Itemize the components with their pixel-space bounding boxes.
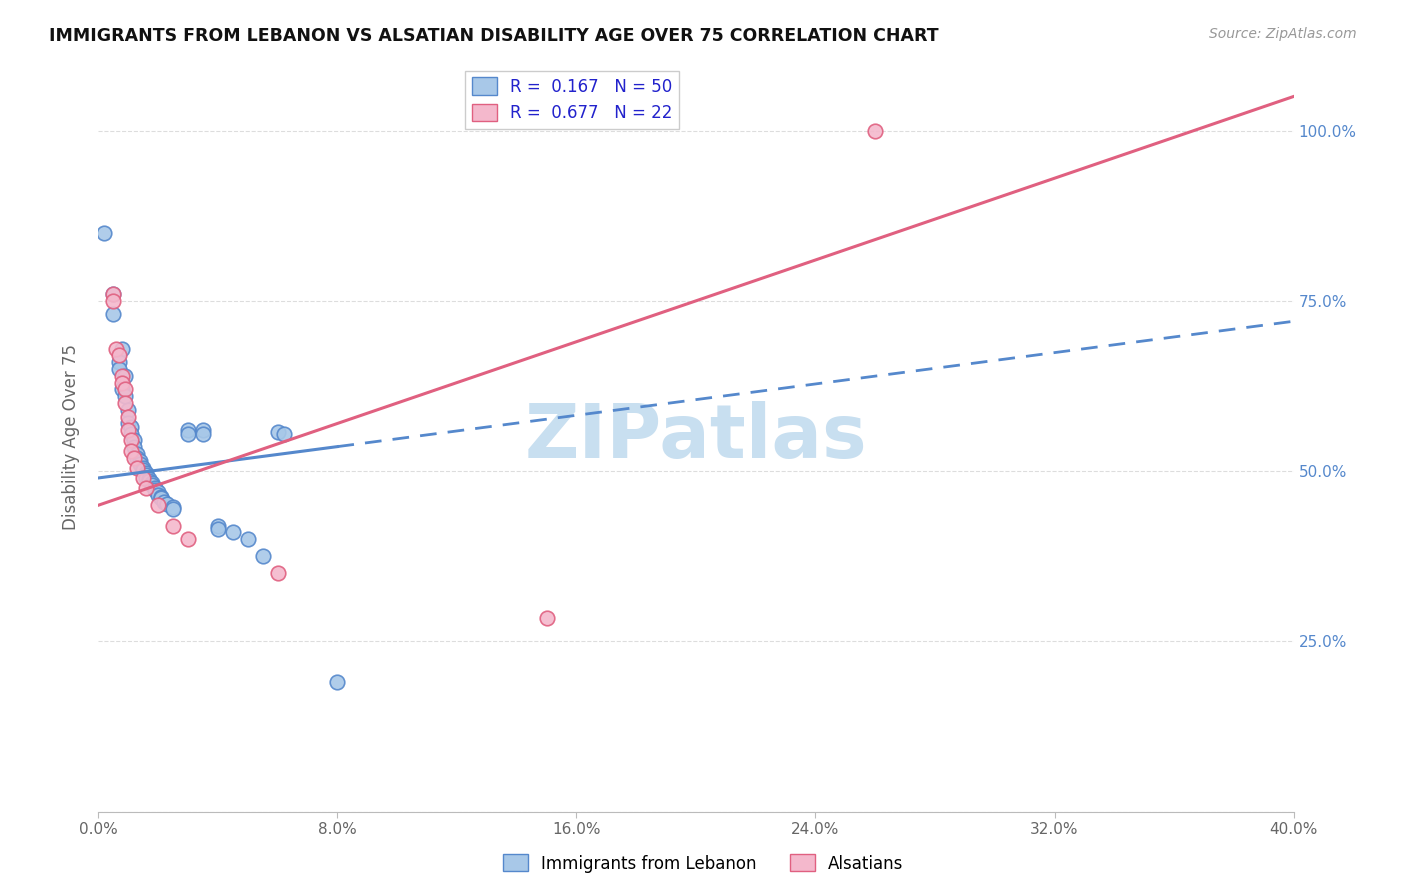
- Point: [108, 362, 131, 376]
- Point: [326, 675, 349, 690]
- Point: [143, 481, 166, 495]
- Point: [120, 426, 142, 441]
- Point: [138, 472, 160, 486]
- Y-axis label: Disability Age Over 75: Disability Age Over 75: [62, 344, 80, 530]
- Point: [148, 484, 170, 499]
- Point: [103, 293, 125, 308]
- Point: [132, 463, 155, 477]
- Point: [150, 491, 173, 506]
- Point: [103, 287, 125, 301]
- Point: [114, 389, 136, 403]
- Text: IMMIGRANTS FROM LEBANON VS ALSATIAN DISABILITY AGE OVER 75 CORRELATION CHART: IMMIGRANTS FROM LEBANON VS ALSATIAN DISA…: [49, 27, 939, 45]
- Point: [124, 440, 146, 454]
- Point: [141, 477, 163, 491]
- Point: [267, 566, 290, 581]
- Point: [135, 471, 157, 485]
- Text: Source: ZipAtlas.com: Source: ZipAtlas.com: [1209, 27, 1357, 41]
- Point: [865, 123, 887, 137]
- Point: [111, 383, 134, 397]
- Point: [124, 450, 146, 465]
- Point: [153, 495, 176, 509]
- Point: [141, 476, 163, 491]
- Point: [222, 525, 245, 540]
- Point: [135, 466, 157, 480]
- Point: [177, 423, 200, 437]
- Point: [111, 376, 134, 390]
- Point: [120, 420, 142, 434]
- Point: [117, 409, 139, 424]
- Point: [162, 500, 184, 514]
- Point: [162, 501, 184, 516]
- Point: [117, 417, 139, 431]
- Point: [162, 518, 184, 533]
- Point: [207, 522, 229, 536]
- Point: [177, 533, 200, 547]
- Point: [93, 226, 115, 240]
- Point: [114, 368, 136, 383]
- Point: [156, 497, 179, 511]
- Point: [236, 533, 259, 547]
- Point: [252, 549, 274, 564]
- Point: [103, 287, 125, 301]
- Point: [536, 610, 558, 624]
- Point: [191, 423, 214, 437]
- Point: [111, 368, 134, 383]
- Point: [108, 355, 131, 369]
- Point: [127, 450, 149, 465]
- Point: [138, 475, 160, 489]
- Point: [135, 467, 157, 482]
- Point: [148, 498, 170, 512]
- Point: [111, 342, 134, 356]
- Point: [103, 308, 125, 322]
- Legend: Immigrants from Lebanon, Alsatians: Immigrants from Lebanon, Alsatians: [496, 847, 910, 880]
- Point: [148, 488, 170, 502]
- Point: [273, 426, 295, 441]
- Text: ZIPatlas: ZIPatlas: [524, 401, 868, 474]
- Point: [105, 342, 128, 356]
- Point: [114, 396, 136, 410]
- Point: [127, 447, 149, 461]
- Point: [124, 434, 146, 448]
- Point: [127, 460, 149, 475]
- Point: [143, 483, 166, 498]
- Point: [120, 443, 142, 458]
- Point: [129, 454, 152, 468]
- Point: [117, 423, 139, 437]
- Point: [132, 471, 155, 485]
- Point: [135, 481, 157, 495]
- Point: [191, 426, 214, 441]
- Point: [132, 460, 155, 475]
- Point: [207, 518, 229, 533]
- Point: [129, 458, 152, 472]
- Point: [108, 348, 131, 362]
- Point: [114, 383, 136, 397]
- Point: [120, 434, 142, 448]
- Point: [267, 425, 290, 439]
- Point: [177, 426, 200, 441]
- Point: [117, 402, 139, 417]
- Point: [150, 490, 173, 504]
- Legend: R =  0.167   N = 50, R =  0.677   N = 22: R = 0.167 N = 50, R = 0.677 N = 22: [465, 70, 679, 128]
